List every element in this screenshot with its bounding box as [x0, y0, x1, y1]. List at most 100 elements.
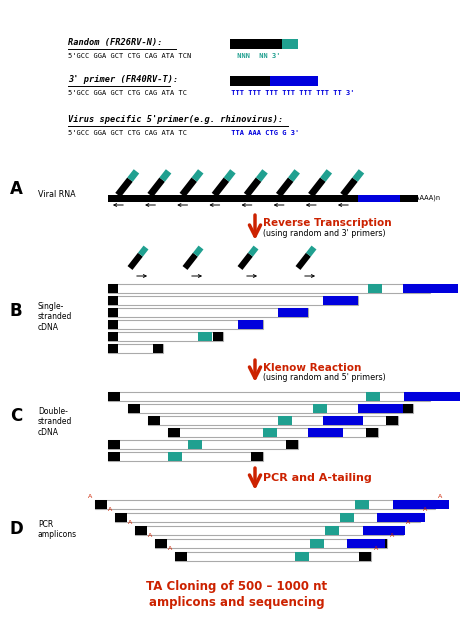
Bar — [108, 320, 118, 329]
Bar — [325, 526, 339, 535]
Bar — [393, 500, 449, 509]
Bar — [404, 392, 460, 401]
Text: A: A — [390, 533, 394, 538]
Bar — [148, 416, 398, 425]
Text: B: B — [10, 302, 23, 320]
Text: A: A — [168, 546, 172, 551]
Bar — [198, 332, 212, 341]
Text: Single-
stranded
cDNA: Single- stranded cDNA — [38, 302, 73, 332]
Text: C: C — [10, 407, 22, 425]
Bar — [423, 500, 435, 509]
Bar — [108, 344, 163, 353]
Text: A: A — [88, 494, 92, 499]
Bar — [278, 308, 308, 317]
Bar — [313, 404, 327, 413]
Bar — [286, 440, 298, 449]
Bar — [188, 440, 202, 449]
Bar — [230, 39, 282, 49]
Bar — [108, 308, 308, 317]
Text: (using random and 5' primers): (using random and 5' primers) — [263, 374, 386, 382]
Bar — [108, 284, 118, 293]
Bar — [420, 284, 430, 293]
Bar — [155, 539, 387, 548]
Bar — [108, 452, 263, 461]
Bar — [323, 416, 363, 425]
Bar — [115, 513, 420, 522]
Bar — [230, 76, 270, 86]
Text: D: D — [10, 520, 24, 538]
Bar — [108, 320, 263, 329]
Bar — [128, 404, 140, 413]
Text: A: A — [108, 507, 112, 512]
Bar — [115, 513, 127, 522]
Bar — [108, 332, 118, 341]
Bar — [168, 452, 182, 461]
Text: 5'GCC GGA GCT CTG CAG ATA TC: 5'GCC GGA GCT CTG CAG ATA TC — [68, 130, 187, 136]
Bar — [278, 416, 292, 425]
Text: 3' primer (FR40RV-T):: 3' primer (FR40RV-T): — [68, 75, 178, 84]
Bar — [95, 500, 435, 509]
Text: A: A — [10, 180, 23, 198]
Bar — [253, 320, 263, 329]
Bar — [155, 539, 167, 548]
Bar — [363, 526, 405, 535]
Bar — [270, 76, 318, 86]
Bar — [175, 552, 187, 561]
Text: amplicons and sequencing: amplicons and sequencing — [149, 596, 325, 609]
Bar — [168, 428, 378, 437]
Bar — [366, 392, 380, 401]
Text: A: A — [438, 494, 442, 499]
Text: 5'GCC GGA GCT CTG CAG ATA TC: 5'GCC GGA GCT CTG CAG ATA TC — [68, 90, 187, 96]
Text: Random (FR26RV-N):: Random (FR26RV-N): — [68, 38, 163, 47]
Bar — [308, 428, 343, 437]
Text: Reverse Transcription: Reverse Transcription — [263, 218, 392, 228]
Bar — [135, 526, 147, 535]
Text: TTT TTT TTT TTT TTT TTT TT 3': TTT TTT TTT TTT TTT TTT TT 3' — [227, 90, 355, 96]
Bar — [403, 284, 458, 293]
Bar — [298, 308, 308, 317]
Text: NN 3': NN 3' — [255, 53, 281, 59]
Bar — [358, 404, 403, 413]
Bar — [108, 195, 418, 202]
Bar — [366, 428, 378, 437]
Bar — [153, 344, 163, 353]
Bar — [375, 539, 387, 548]
Bar — [348, 296, 358, 305]
Bar — [128, 404, 413, 413]
Bar — [355, 500, 369, 509]
Text: PCR and A-tailing: PCR and A-tailing — [263, 473, 372, 483]
Bar — [108, 344, 118, 353]
Bar — [108, 392, 120, 401]
Bar — [108, 452, 120, 461]
Bar — [386, 416, 398, 425]
Bar — [408, 513, 420, 522]
Bar — [377, 513, 425, 522]
Bar — [358, 195, 400, 202]
Bar — [401, 404, 413, 413]
Text: (AAAAAA)n: (AAAAAA)n — [403, 195, 440, 201]
Text: (using random and 3' primers): (using random and 3' primers) — [263, 229, 386, 238]
Bar — [251, 452, 263, 461]
Bar — [108, 284, 430, 293]
Bar — [263, 428, 277, 437]
Bar — [108, 296, 358, 305]
Bar — [213, 332, 223, 341]
Bar — [108, 440, 120, 449]
Bar — [238, 320, 263, 329]
Bar — [368, 284, 382, 293]
Text: Viral RNA: Viral RNA — [38, 190, 76, 199]
Bar — [95, 500, 107, 509]
Text: TA Cloning of 500 – 1000 nt: TA Cloning of 500 – 1000 nt — [146, 580, 328, 593]
Bar — [135, 526, 403, 535]
Bar — [108, 332, 223, 341]
Bar — [108, 296, 118, 305]
Bar — [282, 39, 298, 49]
Text: Virus specific 5'primer(e.g. rhinovirus):: Virus specific 5'primer(e.g. rhinovirus)… — [68, 115, 283, 124]
Text: A: A — [423, 507, 427, 512]
Bar — [310, 539, 324, 548]
Bar — [359, 552, 371, 561]
Text: A: A — [374, 546, 378, 551]
Bar — [175, 552, 371, 561]
Bar — [108, 308, 118, 317]
Text: A: A — [148, 533, 152, 538]
